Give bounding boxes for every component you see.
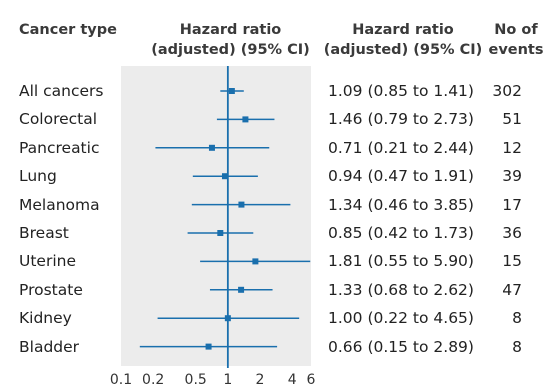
header-events: No of events xyxy=(487,20,545,60)
header-events-line1: No of xyxy=(494,22,538,38)
row-hazard-ratio: 0.66 (0.15 to 2.89) xyxy=(328,337,474,356)
x-tick-label: 0.2 xyxy=(142,372,164,387)
hr-marker xyxy=(252,258,259,265)
x-tick-label: 0.5 xyxy=(185,372,207,387)
x-tick-label: 6 xyxy=(307,372,316,387)
row-cancer-type: Uterine xyxy=(19,252,76,271)
row-cancer-type: Lung xyxy=(19,167,57,186)
row-events: 39 xyxy=(502,167,522,186)
header-plot-line1: Hazard ratio xyxy=(179,22,282,38)
row-events: 15 xyxy=(502,252,522,271)
hr-marker xyxy=(238,201,245,208)
row-cancer-type: All cancers xyxy=(19,82,104,100)
x-tick-label: 1 xyxy=(223,372,232,387)
hr-marker xyxy=(242,116,249,123)
header-cancer-type: Cancer type xyxy=(19,22,117,38)
row-cancer-type: Kidney xyxy=(19,309,72,328)
row-hazard-ratio: 1.81 (0.55 to 5.90) xyxy=(328,252,474,271)
row-cancer-type: Pancreatic xyxy=(19,138,100,157)
row-hazard-ratio: 1.00 (0.22 to 4.65) xyxy=(328,309,474,328)
header-hr-line1: Hazard ratio xyxy=(352,22,454,38)
header-hazard-ratio: Hazard ratio (adjusted) (95% CI) xyxy=(318,20,488,60)
header-plot-line2: (adjusted) (95% CI) xyxy=(151,42,310,58)
row-events: 17 xyxy=(502,195,522,214)
hr-marker xyxy=(208,144,215,151)
row-hazard-ratio: 1.09 (0.85 to 1.41) xyxy=(328,82,474,100)
row-cancer-type: Prostate xyxy=(19,280,83,299)
row-events: 36 xyxy=(502,224,522,242)
x-tick-label: 2 xyxy=(256,372,265,387)
row-events: 51 xyxy=(502,110,522,129)
row-hazard-ratio: 1.46 (0.79 to 2.73) xyxy=(328,110,474,129)
hr-marker xyxy=(224,315,231,322)
row-events: 8 xyxy=(512,309,522,328)
row-events: 8 xyxy=(512,337,522,356)
row-hazard-ratio: 1.34 (0.46 to 3.85) xyxy=(328,195,474,214)
row-cancer-type: Melanoma xyxy=(19,195,100,214)
row-events: 302 xyxy=(492,82,522,100)
plot-panel xyxy=(121,66,311,366)
header-plot: Hazard ratio (adjusted) (95% CI) xyxy=(118,20,343,60)
header-events-line2: events xyxy=(488,42,544,58)
x-tick-label: 4 xyxy=(288,372,297,387)
row-hazard-ratio: 0.71 (0.21 to 2.44) xyxy=(328,138,474,157)
x-tick-label: 0.1 xyxy=(110,372,132,387)
row-events: 12 xyxy=(502,138,522,157)
header-hr-line2: (adjusted) (95% CI) xyxy=(323,42,483,58)
row-cancer-type: Breast xyxy=(19,224,69,242)
hr-marker xyxy=(217,230,224,236)
row-hazard-ratio: 0.94 (0.47 to 1.91) xyxy=(328,167,474,186)
hr-marker xyxy=(228,88,235,94)
hr-marker xyxy=(205,343,212,350)
row-cancer-type: Colorectal xyxy=(19,110,98,129)
hr-marker xyxy=(221,173,228,180)
row-hazard-ratio: 1.33 (0.68 to 2.62) xyxy=(328,280,474,299)
hr-marker xyxy=(238,286,245,293)
row-hazard-ratio: 0.85 (0.42 to 1.73) xyxy=(328,224,474,242)
row-cancer-type: Bladder xyxy=(19,337,80,356)
row-events: 47 xyxy=(502,280,522,299)
